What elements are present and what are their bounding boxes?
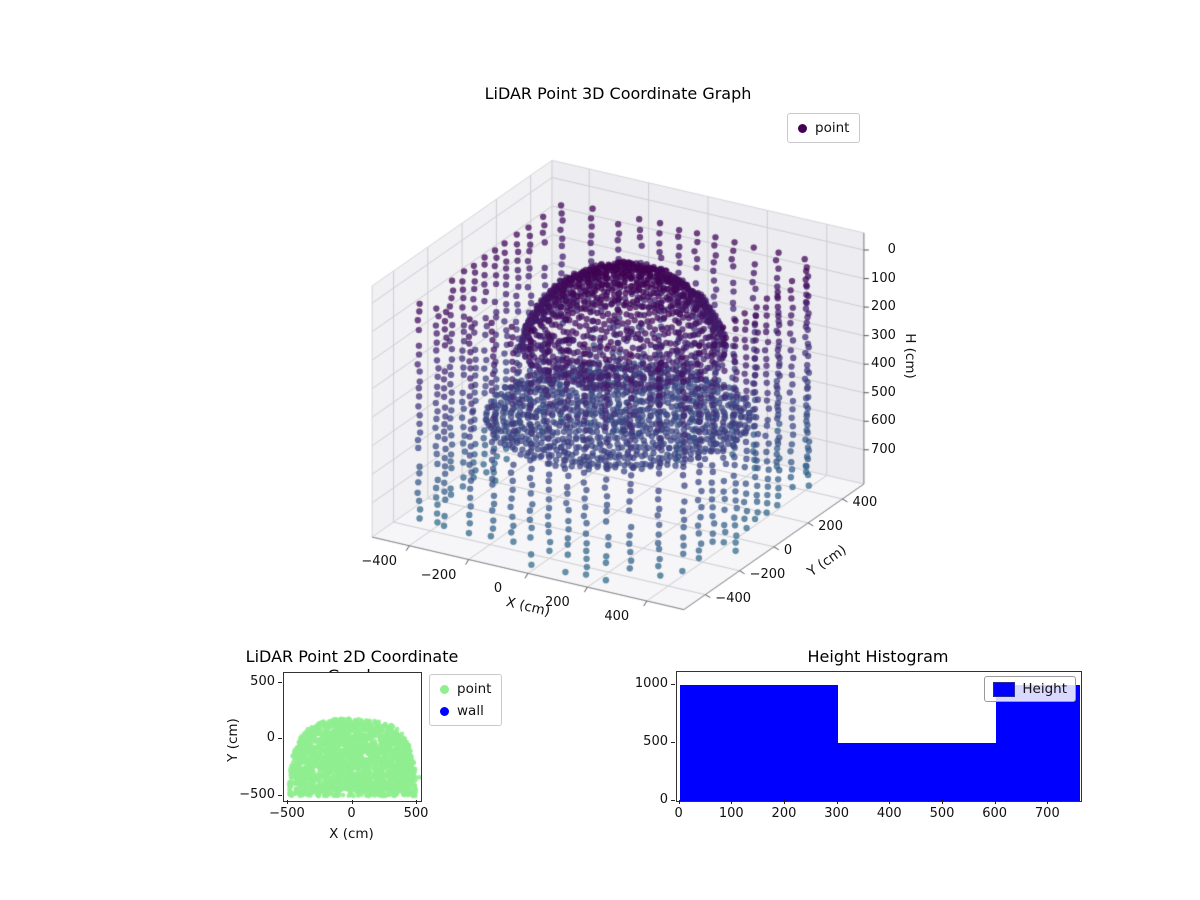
tick-label: 1000 bbox=[634, 675, 668, 691]
tick-label: 0 bbox=[266, 730, 275, 746]
tick-label: 500 bbox=[929, 806, 955, 821]
tick-label: 0 bbox=[659, 792, 668, 807]
legend-item-point: point bbox=[798, 120, 849, 136]
subplot-histogram: Height Histogram Height 0 100 200 300 400 500… bbox=[635, 645, 1120, 860]
tick-mark bbox=[889, 800, 891, 804]
legend-label-wall: wall bbox=[457, 703, 484, 719]
tick-label: 0 bbox=[674, 806, 683, 821]
tick-label: −200 bbox=[420, 567, 457, 583]
tick-label: −400 bbox=[361, 553, 398, 569]
tick-label: 400 bbox=[871, 356, 896, 372]
tick-mark bbox=[678, 800, 680, 804]
tick-label: 200 bbox=[818, 518, 843, 534]
height-patch-icon bbox=[993, 681, 1016, 697]
tick-label: 400 bbox=[852, 494, 878, 510]
tick-label: 400 bbox=[876, 806, 902, 821]
tick-mark bbox=[278, 682, 282, 684]
tick-label: 600 bbox=[982, 806, 1008, 821]
legend-label-point: point bbox=[457, 681, 492, 697]
plot3d-zaxis-label: H (cm) bbox=[901, 333, 918, 380]
histogram-axes: Height bbox=[676, 671, 1082, 802]
tick-mark bbox=[836, 800, 838, 804]
tick-mark bbox=[671, 683, 675, 685]
tick-label: 500 bbox=[403, 806, 429, 821]
tick-mark bbox=[278, 794, 282, 796]
tick-label: 500 bbox=[250, 674, 275, 690]
tick-mark bbox=[731, 800, 733, 804]
tick-label: −400 bbox=[715, 590, 752, 606]
plot2d-canvas bbox=[284, 673, 421, 801]
legend-label-point: point bbox=[815, 120, 850, 136]
tick-label: 0 bbox=[493, 581, 503, 597]
tick-label: 100 bbox=[871, 270, 896, 286]
tick-label: 0 bbox=[783, 542, 793, 558]
point-marker-icon bbox=[440, 684, 449, 694]
point-marker-icon bbox=[798, 123, 807, 133]
tick-mark bbox=[994, 800, 996, 804]
tick-mark bbox=[351, 800, 353, 804]
legend-label-height: Height bbox=[1022, 681, 1067, 697]
tick-label: 0 bbox=[887, 242, 896, 258]
tick-label: 600 bbox=[871, 413, 896, 429]
tick-mark bbox=[416, 800, 417, 804]
plot2d-legend: point wall bbox=[429, 674, 503, 726]
subplot-2d: LiDAR Point 2D Coordinate Graph X (cm) Y… bbox=[225, 645, 525, 860]
tick-label: −200 bbox=[749, 566, 786, 582]
plot2d-xaxis-label: X (cm) bbox=[329, 826, 374, 842]
legend-item-point: point bbox=[440, 681, 491, 697]
histogram-bar bbox=[679, 684, 838, 801]
histogram-bar bbox=[837, 742, 996, 801]
tick-label: 500 bbox=[643, 733, 668, 749]
histogram-legend: Height bbox=[984, 676, 1076, 702]
plot2d-axes bbox=[283, 672, 422, 802]
tick-mark bbox=[1047, 800, 1049, 804]
tick-label: 300 bbox=[871, 327, 896, 343]
tick-mark bbox=[286, 800, 288, 804]
tick-mark bbox=[671, 741, 675, 743]
tick-label: 700 bbox=[1034, 806, 1060, 821]
tick-label: 700 bbox=[871, 441, 896, 457]
tick-label: 100 bbox=[718, 806, 744, 821]
plot3d-canvas bbox=[318, 80, 918, 655]
tick-label: 200 bbox=[871, 299, 896, 315]
histogram-bar bbox=[995, 684, 1081, 801]
tick-label: 200 bbox=[544, 595, 570, 611]
histogram-title: Height Histogram bbox=[807, 647, 949, 666]
tick-mark bbox=[783, 800, 785, 804]
histogram-bars bbox=[677, 672, 1081, 801]
wall-marker-icon bbox=[440, 706, 449, 716]
tick-label: 300 bbox=[824, 806, 850, 821]
legend-item-wall: wall bbox=[440, 703, 491, 719]
tick-mark bbox=[278, 738, 282, 740]
tick-label: 500 bbox=[871, 384, 896, 400]
tick-label: −500 bbox=[269, 806, 305, 821]
tick-label: 0 bbox=[347, 806, 356, 821]
tick-label: −500 bbox=[239, 786, 275, 802]
plot3d-legend: point bbox=[787, 113, 861, 143]
tick-label: 400 bbox=[604, 608, 630, 624]
tick-mark bbox=[941, 800, 943, 804]
tick-label: 200 bbox=[771, 806, 797, 821]
tick-mark bbox=[671, 800, 675, 801]
subplot-3d: LiDAR Point 3D Coordinate Graph X (cm) Y… bbox=[310, 80, 926, 665]
